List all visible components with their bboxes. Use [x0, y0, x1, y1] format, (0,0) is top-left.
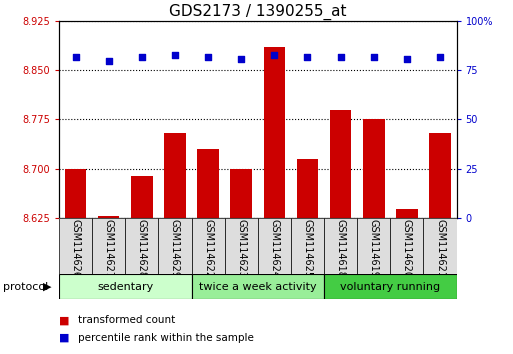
Text: GSM114622: GSM114622	[203, 219, 213, 279]
Text: percentile rank within the sample: percentile rank within the sample	[78, 333, 254, 343]
Bar	[164, 132, 186, 218]
Bar	[159, 218, 191, 274]
Text: GSM114627: GSM114627	[104, 219, 114, 279]
Bar	[125, 218, 159, 274]
Text: GSM114620: GSM114620	[402, 219, 412, 278]
Bar	[65, 169, 86, 218]
Bar	[258, 218, 291, 274]
Bar	[92, 218, 125, 274]
Point	[105, 58, 113, 63]
Bar	[429, 132, 451, 218]
Bar	[363, 120, 385, 218]
Point	[171, 52, 179, 57]
Text: GSM114625: GSM114625	[303, 219, 312, 279]
Bar	[131, 176, 152, 218]
Bar	[191, 218, 225, 274]
Text: protocol: protocol	[3, 282, 48, 292]
Bar	[324, 274, 457, 299]
Text: twice a week activity: twice a week activity	[199, 282, 317, 292]
Bar	[330, 110, 351, 218]
Text: GSM114626: GSM114626	[71, 219, 81, 278]
Text: GSM114629: GSM114629	[170, 219, 180, 278]
Text: ■: ■	[59, 315, 69, 325]
Bar	[396, 209, 418, 218]
Point	[403, 56, 411, 61]
Text: GSM114623: GSM114623	[236, 219, 246, 278]
Text: GSM114621: GSM114621	[435, 219, 445, 278]
Bar	[98, 216, 120, 218]
Text: GSM114619: GSM114619	[369, 219, 379, 278]
Point	[204, 54, 212, 59]
Text: voluntary running: voluntary running	[340, 282, 440, 292]
Bar	[324, 218, 357, 274]
Point	[71, 54, 80, 59]
Bar	[59, 274, 191, 299]
Title: GDS2173 / 1390255_at: GDS2173 / 1390255_at	[169, 4, 347, 20]
Bar	[423, 218, 457, 274]
Bar	[198, 149, 219, 218]
Text: sedentary: sedentary	[97, 282, 153, 292]
Bar	[59, 218, 92, 274]
Bar	[225, 218, 258, 274]
Point	[303, 54, 311, 59]
Point	[337, 54, 345, 59]
Text: transformed count: transformed count	[78, 315, 176, 325]
Bar	[390, 218, 423, 274]
Bar	[297, 159, 318, 218]
Point	[237, 56, 245, 61]
Bar	[264, 47, 285, 218]
Text: GSM114624: GSM114624	[269, 219, 280, 278]
Point	[137, 54, 146, 59]
Bar	[291, 218, 324, 274]
Text: ■: ■	[59, 333, 69, 343]
Bar	[357, 218, 390, 274]
Text: GSM114628: GSM114628	[137, 219, 147, 278]
Point	[270, 52, 279, 57]
Point	[436, 54, 444, 59]
Text: ▶: ▶	[43, 282, 51, 292]
Point	[370, 54, 378, 59]
Text: GSM114618: GSM114618	[336, 219, 346, 278]
Bar	[230, 169, 252, 218]
Bar	[191, 274, 324, 299]
